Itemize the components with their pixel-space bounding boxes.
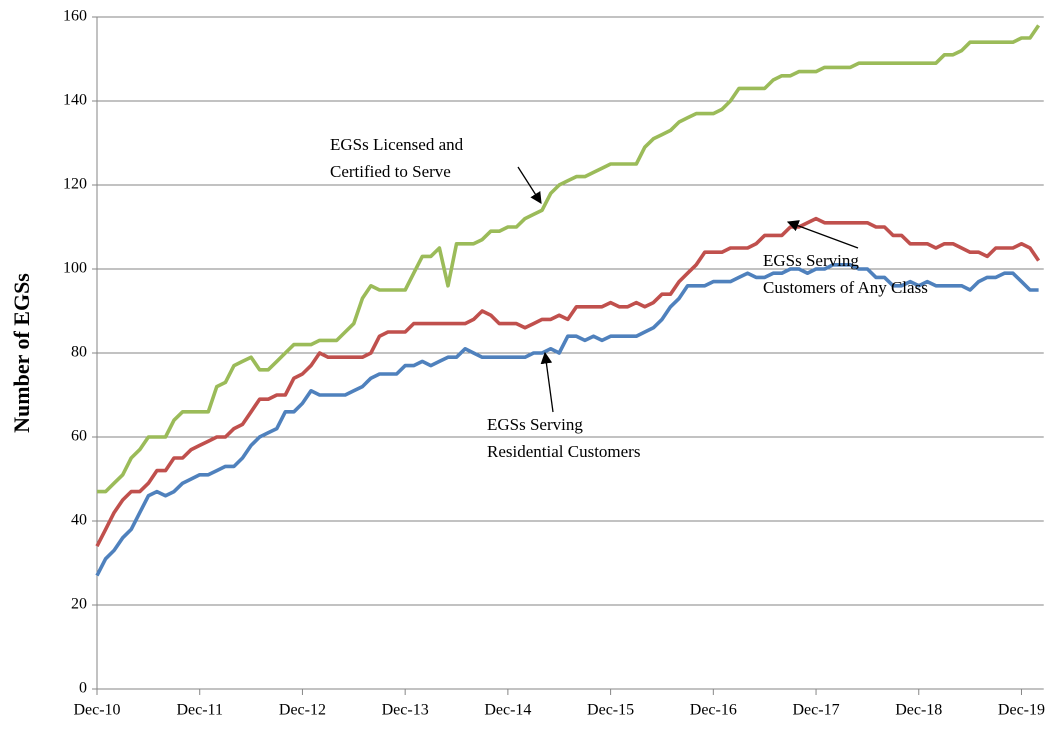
- arrow: [517, 166, 542, 204]
- x-tick-label: Dec-19: [998, 702, 1045, 719]
- y-tick-label: 0: [79, 680, 87, 697]
- y-tick-label: 120: [63, 176, 87, 193]
- arrow: [540, 351, 554, 413]
- x-tick-label: Dec-16: [690, 702, 737, 719]
- y-tick-label: 60: [71, 428, 87, 445]
- annotation: EGSs Serving: [763, 251, 859, 270]
- y-axis-label: Number of EGSs: [9, 273, 34, 433]
- annotation: EGSs Serving: [487, 415, 583, 434]
- data-line: [95, 216, 1041, 548]
- y-tick-label: 80: [71, 344, 87, 361]
- y-tick-label: 140: [63, 92, 87, 109]
- annotation: EGSs Licensed and: [330, 135, 464, 154]
- y-tick-label: 40: [71, 512, 87, 529]
- x-tick-label: Dec-13: [382, 702, 429, 719]
- x-tick-label: Dec-15: [587, 702, 634, 719]
- x-tick-label: Dec-17: [792, 702, 839, 719]
- annotation: Customers of Any Class: [763, 278, 928, 297]
- annotation: Certified to Serve: [330, 162, 451, 181]
- x-tick-label: Dec-14: [484, 702, 531, 719]
- x-tick-label: Dec-12: [279, 702, 326, 719]
- y-tick-label: 100: [63, 260, 87, 277]
- x-tick-label: Dec-10: [73, 702, 120, 719]
- y-tick-label: 160: [63, 8, 87, 25]
- arrow: [786, 220, 859, 249]
- data-line: [97, 24, 1041, 494]
- data-line: [95, 263, 1039, 577]
- annotation: Residential Customers: [487, 442, 640, 461]
- x-tick-label: Dec-11: [176, 702, 223, 719]
- x-tick-label: Dec-18: [895, 702, 942, 719]
- y-tick-label: 20: [71, 596, 87, 613]
